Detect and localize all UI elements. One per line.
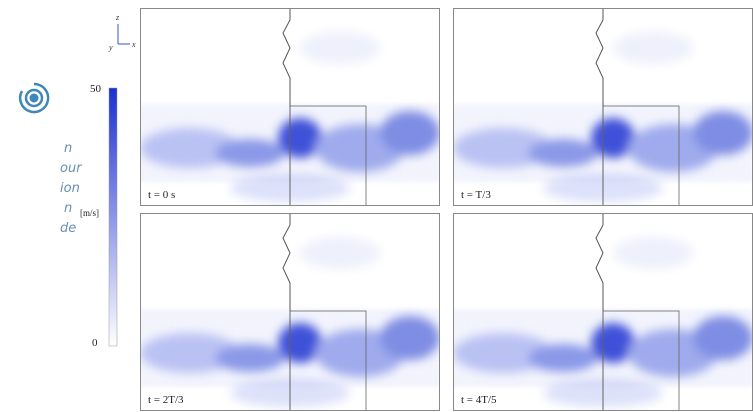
vector-field-panel: [140, 213, 440, 411]
panel-label: t = 4T/5: [461, 394, 497, 406]
side-line: n: [64, 141, 72, 156]
colorbar-max: 50: [90, 83, 102, 95]
vector-field-panel: [140, 8, 440, 206]
vector-field-panel: [453, 213, 753, 411]
colorbar: [109, 88, 117, 346]
axis-z: z: [115, 13, 120, 22]
panel-label: t = 0 s: [148, 189, 175, 201]
vector-field-panel: [453, 8, 753, 206]
panel-label: t = T/3: [461, 189, 491, 201]
side-line: our: [60, 161, 83, 176]
side-line: n: [64, 201, 72, 216]
colorbar-unit: [m/s]: [80, 208, 99, 218]
axis-triad: [118, 24, 130, 44]
page: n our ion n de z x y 50 0 [m/s] t = 0 s t = T…: [0, 0, 753, 412]
side-text: n our ion n de: [60, 141, 83, 236]
logo: [20, 84, 48, 112]
panels: t = 0 s t = T/3 t = 2T/3 t = 4T/5: [140, 8, 753, 411]
axis-y: y: [108, 43, 113, 52]
side-line: ion: [60, 181, 80, 196]
side-line: de: [60, 221, 76, 236]
axis-x: x: [131, 40, 136, 49]
colorbar-min: 0: [92, 337, 98, 349]
panel-label: t = 2T/3: [148, 394, 184, 406]
